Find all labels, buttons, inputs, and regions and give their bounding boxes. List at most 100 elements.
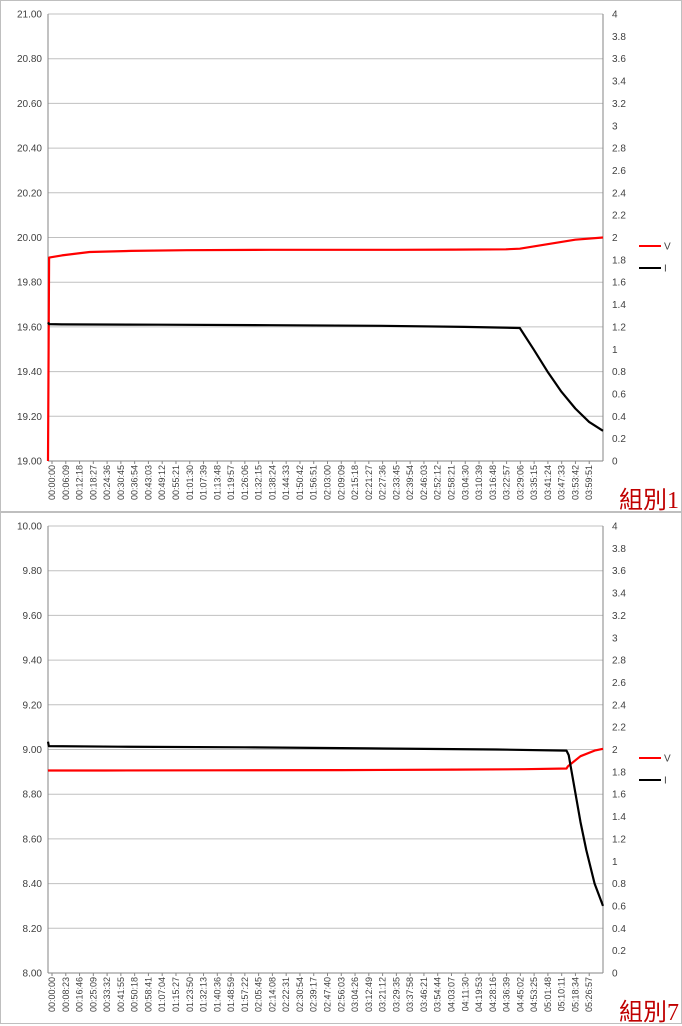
x-tick-label: 03:53:42 — [570, 465, 580, 500]
x-tick-label: 01:57:22 — [240, 977, 250, 1012]
y-left-tick-label: 10.00 — [17, 522, 42, 533]
x-tick-label: 00:41:55 — [116, 977, 126, 1012]
y-right-tick-label: 1.6 — [612, 278, 626, 289]
y-left-tick-label: 20.40 — [17, 144, 42, 155]
x-tick-label: 00:24:36 — [102, 465, 112, 500]
y-left-tick-label: 19.00 — [17, 457, 42, 468]
group-label-1: 組別1 — [619, 488, 679, 514]
x-tick-label: 00:55:21 — [171, 465, 181, 500]
x-tick-label: 01:07:39 — [199, 465, 209, 500]
x-tick-label: 02:21:27 — [364, 465, 374, 500]
x-tick-label: 01:19:57 — [226, 465, 236, 500]
x-tick-label: 02:30:54 — [295, 977, 305, 1012]
y-right-tick-label: 3.2 — [612, 611, 626, 622]
legend-label-i: I — [664, 264, 667, 275]
y-right-tick-label: 3 — [612, 121, 618, 132]
x-tick-label: 01:50:42 — [295, 465, 305, 500]
y-left-tick-label: 8.00 — [23, 969, 43, 980]
x-tick-label: 05:26:57 — [584, 977, 594, 1012]
x-tick-label: 03:41:24 — [543, 465, 553, 500]
chart-panel-group1: 19.00 19.20 19.40 19.60 19.80 20.00 20.20 20.40… — [0, 0, 682, 514]
x-tick-label: 01:07:04 — [157, 977, 167, 1012]
x-tick-label: 04:28:16 — [488, 977, 498, 1012]
x-tick-label: 01:38:24 — [267, 465, 277, 500]
x-tick-label: 00:06:09 — [61, 465, 71, 500]
x-tick-label: 01:48:59 — [226, 977, 236, 1012]
x-tick-label: 02:58:21 — [446, 465, 456, 500]
y-right-tick-label: 2.6 — [612, 678, 626, 689]
x-tick-label: 01:32:15 — [254, 465, 264, 500]
x-tick-label: 03:21:12 — [378, 977, 388, 1012]
x-tick-label: 04:19:53 — [474, 977, 484, 1012]
y-right-tick-label: 1 — [612, 345, 618, 356]
y-right-tick-label: 3.6 — [612, 54, 626, 65]
x-tick-label: 02:22:31 — [281, 977, 291, 1012]
x-tick-label: 05:18:34 — [570, 977, 580, 1012]
x-tick-label: 05:10:11 — [557, 977, 567, 1011]
x-tick-label: 04:11:30 — [460, 977, 470, 1011]
x-tick-label: 03:35:15 — [529, 465, 539, 500]
chart-svg-group1: 19.0019.2019.4019.6019.8020.0020.2020.40… — [17, 10, 671, 501]
y-right-tick-label: 2.2 — [612, 211, 626, 222]
y-right-tick-label: 0 — [612, 457, 618, 468]
y-right-tick-label: 0.2 — [612, 946, 626, 957]
y-left-tick-label: 8.40 — [23, 879, 43, 890]
x-tick-label: 03:37:58 — [405, 977, 415, 1012]
y-right-tick-label: 0.6 — [612, 389, 626, 400]
x-tick-label: 03:29:35 — [391, 977, 401, 1012]
chart-panel-group7: 8.00 8.20 8.40 8.60 8.80 9.00 9.20 9.40 9.60 9.80… — [0, 512, 682, 1025]
y-left-tick-label: 8.60 — [23, 834, 43, 845]
x-tick-label: 02:03:00 — [323, 465, 333, 500]
y-left-tick-label: 19.20 — [17, 412, 42, 423]
y-right-tick-label: 2.2 — [612, 723, 626, 734]
y-left-tick-label: 9.00 — [23, 745, 43, 756]
y-left-tick-label: 19.40 — [17, 367, 42, 378]
x-tick-label: 02:56:03 — [336, 977, 346, 1012]
x-tick-label: 02:52:12 — [433, 465, 443, 500]
legend-label-v: V — [664, 754, 671, 765]
x-tick-label: 01:40:36 — [212, 977, 222, 1012]
x-tick-label: 02:47:40 — [323, 977, 333, 1012]
y-right-tick-label: 4 — [612, 10, 618, 21]
x-tick-label: 02:15:18 — [350, 465, 360, 500]
x-tick-label: 04:03:07 — [446, 977, 456, 1012]
x-tick-label: 04:36:39 — [502, 977, 512, 1012]
x-tick-label: 02:27:36 — [378, 465, 388, 500]
legend-label-v: V — [664, 242, 671, 253]
x-tick-label: 03:54:44 — [433, 977, 443, 1012]
y-right-tick-label: 1.8 — [612, 255, 626, 266]
x-tick-label: 02:39:17 — [309, 977, 319, 1012]
x-tick-label: 03:59:51 — [584, 465, 594, 500]
y-right-tick-label: 0.8 — [612, 367, 626, 378]
y-right-tick-label: 3.2 — [612, 99, 626, 110]
x-tick-label: 02:05:45 — [254, 977, 264, 1012]
y-left-tick-label: 20.60 — [17, 99, 42, 110]
x-tick-label: 05:01:48 — [543, 977, 553, 1012]
x-tick-label: 01:23:50 — [185, 977, 195, 1012]
x-tick-label: 03:29:06 — [515, 465, 525, 500]
x-tick-label: 00:16:46 — [75, 977, 85, 1012]
y-right-tick-label: 3.8 — [612, 544, 626, 555]
series-line-i — [47, 321, 604, 432]
y-right-tick-label: 1.4 — [612, 300, 626, 311]
y-left-tick-label: 9.60 — [23, 611, 43, 622]
y-right-tick-label: 4 — [612, 522, 618, 533]
series-line-i — [46, 741, 605, 907]
y-right-tick-label: 3.8 — [612, 32, 626, 43]
y-left-tick-label: 20.80 — [17, 54, 42, 65]
y-right-tick-label: 2.6 — [612, 166, 626, 177]
y-right-tick-label: 0.4 — [612, 924, 626, 935]
y-left-tick-label: 20.00 — [17, 233, 42, 244]
x-tick-label: 00:30:45 — [116, 465, 126, 500]
x-tick-label: 01:15:27 — [171, 977, 181, 1012]
x-tick-label: 00:00:00 — [47, 977, 57, 1012]
x-tick-label: 02:39:54 — [405, 465, 415, 500]
y-left-tick-label: 20.20 — [17, 188, 42, 199]
chart-svg-group7: 8.00 8.20 8.40 8.60 8.80 9.00 9.20 9.40 9.60 9.80… — [17, 522, 671, 1013]
x-tick-label: 00:12:18 — [75, 465, 85, 500]
y-right-tick-label: 0 — [612, 969, 618, 980]
series-line-v — [47, 747, 604, 772]
x-tick-label: 00:58:41 — [143, 977, 153, 1012]
x-tick-label: 00:36:54 — [130, 465, 140, 500]
x-tick-label: 00:50:18 — [130, 977, 140, 1012]
